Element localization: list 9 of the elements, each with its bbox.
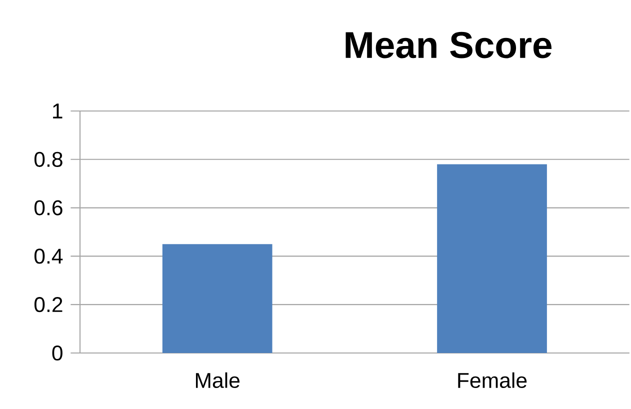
x-tick-label: Female: [458, 372, 527, 388]
x-tick-label: Male: [196, 372, 240, 388]
y-tick-label: 0.2: [34, 297, 62, 312]
y-tick-label: 0.8: [34, 152, 62, 167]
y-tick-label: 0.4: [34, 248, 63, 264]
y-tick-label: 0.6: [34, 200, 62, 216]
y-tick-label: 1: [53, 104, 62, 118]
chart-title: Mean Score: [346, 32, 552, 58]
y-tick-label: 0: [52, 345, 62, 361]
